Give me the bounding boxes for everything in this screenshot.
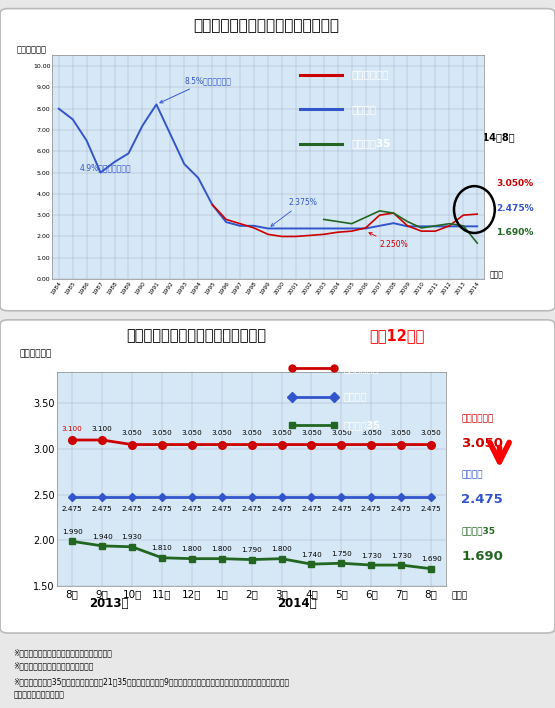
Text: 2.475%: 2.475% <box>496 203 534 212</box>
Text: 1.690%: 1.690% <box>496 228 533 236</box>
Text: （年）: （年） <box>490 270 503 279</box>
Text: フラット35: フラット35 <box>461 527 496 536</box>
Text: 民間金融機関の住宅ローン金利推移: 民間金融機関の住宅ローン金利推移 <box>194 18 340 33</box>
Text: 変動金利: 変動金利 <box>461 470 483 479</box>
Text: 3.050: 3.050 <box>461 437 503 450</box>
Text: 2014年8月: 2014年8月 <box>470 132 515 142</box>
Text: 最も多いものを表示。: 最も多いものを表示。 <box>14 690 64 700</box>
Text: 1.690: 1.690 <box>461 550 503 563</box>
FancyBboxPatch shape <box>0 8 555 311</box>
Text: 最近12ヶ月: 最近12ヶ月 <box>370 328 425 343</box>
Text: （年率・％）: （年率・％） <box>19 350 52 359</box>
Text: 2013年: 2013年 <box>89 597 129 610</box>
Text: 3.050%: 3.050% <box>496 179 533 188</box>
FancyBboxPatch shape <box>0 320 555 633</box>
Text: ３年固定金利: ３年固定金利 <box>461 414 493 423</box>
Text: （年率・％）: （年率・％） <box>17 45 47 54</box>
Text: 2.475: 2.475 <box>461 493 503 506</box>
Text: ※最新のフラット35の金利は、返済期間21～35年タイプ（融資率9割以下）の金利の内、取り扱い金融機関が提供する金利で: ※最新のフラット35の金利は、返済期間21～35年タイプ（融資率9割以下）の金利… <box>14 677 290 686</box>
Text: ※住宅金融支援機構公表のデータを元に編集。: ※住宅金融支援機構公表のデータを元に編集。 <box>14 648 113 657</box>
Text: （年）: （年） <box>452 591 468 600</box>
Text: 民間金融機関の住宅ローン金利推移: 民間金融機関の住宅ローン金利推移 <box>126 328 266 343</box>
Text: ※主要都市銀行における金利を掲載。: ※主要都市銀行における金利を掲載。 <box>14 661 94 670</box>
Text: 2014年: 2014年 <box>277 597 316 610</box>
